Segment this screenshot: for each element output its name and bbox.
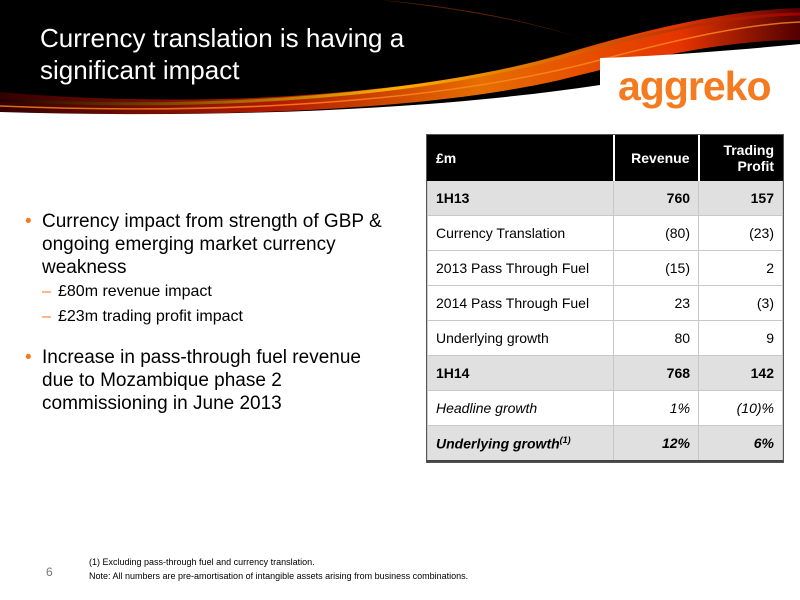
revenue-cell: 1% bbox=[613, 390, 700, 426]
page-number: 6 bbox=[46, 565, 53, 579]
row-label-text: Underlying growth bbox=[436, 435, 560, 452]
table-row: 2014 Pass Through Fuel 23 (3) bbox=[426, 285, 783, 321]
bullet-dot-icon: • bbox=[25, 211, 32, 232]
page-title: Currency translation is having a signifi… bbox=[40, 23, 405, 85]
profit-cell: 9 bbox=[698, 320, 783, 356]
sub-bullet-item: – £23m trading profit impact bbox=[22, 304, 392, 329]
bullet-text: Currency impact from strength of GBP & o… bbox=[42, 211, 382, 278]
column-header: Trading Profit bbox=[698, 135, 783, 181]
table-row: Currency Translation (80) (23) bbox=[426, 215, 783, 251]
footnote-marker: (1) bbox=[559, 434, 571, 445]
profit-cell: 6% bbox=[698, 425, 783, 462]
profit-cell: (23) bbox=[698, 215, 783, 251]
header-swoosh-graphic bbox=[0, 0, 800, 115]
revenue-cell: 80 bbox=[613, 320, 700, 356]
revenue-cell: 768 bbox=[613, 355, 700, 391]
revenue-cell: (15) bbox=[613, 250, 700, 286]
column-header: £m bbox=[426, 135, 615, 181]
table-row: Underlying growth(1) 12% 6% bbox=[426, 425, 783, 462]
financial-table: £m Revenue Trading Profit 1H13 760 157 C… bbox=[426, 134, 784, 463]
profit-cell: (10)% bbox=[698, 390, 783, 426]
sub-bullet-text: £80m revenue impact bbox=[58, 283, 212, 300]
row-label: 1H13 bbox=[426, 180, 615, 216]
bullet-text: Increase in pass-through fuel revenue du… bbox=[42, 347, 361, 414]
row-label: 1H14 bbox=[426, 355, 615, 391]
bullet-item: • Increase in pass-through fuel revenue … bbox=[22, 346, 392, 415]
header-band: Currency translation is having a signifi… bbox=[0, 0, 800, 115]
table-row: Headline growth 1% (10)% bbox=[426, 390, 783, 426]
column-header: Revenue bbox=[613, 135, 700, 181]
footnote-block: (1) Excluding pass-through fuel and curr… bbox=[89, 555, 468, 583]
table-row: Underlying growth 80 9 bbox=[426, 320, 783, 356]
table-header-row: £m Revenue Trading Profit bbox=[426, 135, 783, 181]
row-label: Underlying growth bbox=[426, 320, 615, 356]
bullet-dot-icon: • bbox=[25, 347, 32, 368]
bullet-item: • Currency impact from strength of GBP &… bbox=[22, 210, 392, 279]
row-label: Headline growth bbox=[426, 390, 615, 426]
sub-bullet-text: £23m trading profit impact bbox=[58, 308, 243, 325]
table-row: 1H13 760 157 bbox=[426, 180, 783, 216]
profit-cell: 2 bbox=[698, 250, 783, 286]
revenue-cell: 12% bbox=[613, 425, 700, 462]
revenue-cell: 760 bbox=[613, 180, 700, 216]
profit-cell: (3) bbox=[698, 285, 783, 321]
table-row: 1H14 768 142 bbox=[426, 355, 783, 391]
row-label: 2014 Pass Through Fuel bbox=[426, 285, 615, 321]
profit-cell: 142 bbox=[698, 355, 783, 391]
footnote-text: (1) Excluding pass-through fuel and curr… bbox=[89, 557, 315, 567]
revenue-cell: (80) bbox=[613, 215, 700, 251]
revenue-cell: 23 bbox=[613, 285, 700, 321]
bullet-list: • Currency impact from strength of GBP &… bbox=[22, 210, 392, 415]
row-label: 2013 Pass Through Fuel bbox=[426, 250, 615, 286]
row-label: Currency Translation bbox=[426, 215, 615, 251]
row-label: Underlying growth(1) bbox=[426, 425, 615, 462]
table-row: 2013 Pass Through Fuel (15) 2 bbox=[426, 250, 783, 286]
note-text: Note: All numbers are pre-amortisation o… bbox=[89, 571, 469, 581]
aggreko-logo: aggreko bbox=[618, 63, 771, 109]
sub-bullet-item: – £80m revenue impact bbox=[22, 279, 392, 304]
profit-cell: 157 bbox=[698, 180, 783, 216]
dash-icon: – bbox=[42, 308, 51, 325]
dash-icon: – bbox=[42, 283, 51, 300]
